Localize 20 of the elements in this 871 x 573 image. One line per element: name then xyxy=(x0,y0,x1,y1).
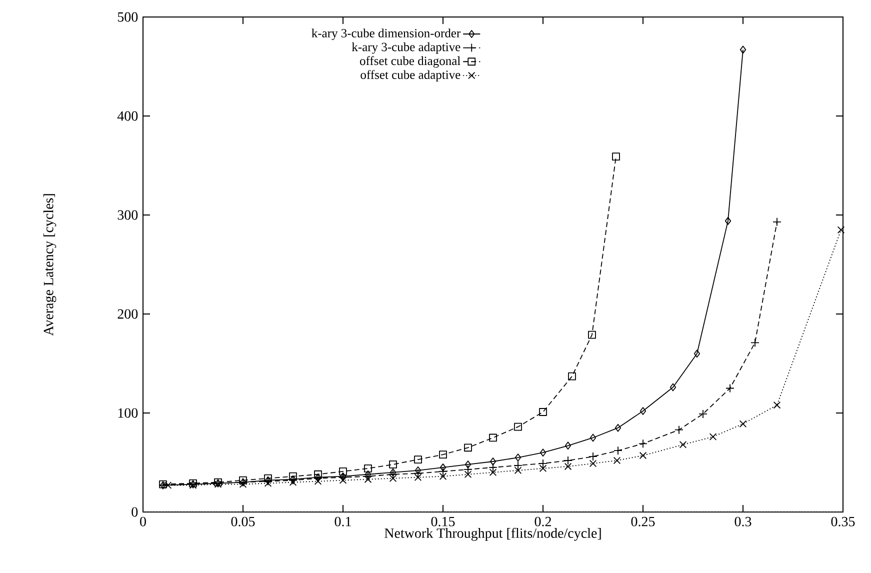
x-tick-label: 0.15 xyxy=(431,516,455,526)
y-tick-label: 100 xyxy=(118,408,138,418)
legend-label: k-ary 3-cube adaptive xyxy=(352,42,460,54)
legend-label: offset cube adaptive xyxy=(360,70,460,82)
y-tick-label: 0 xyxy=(132,507,138,517)
x-tick-label: 0 xyxy=(140,516,146,526)
x-tick-label: 0.3 xyxy=(734,516,752,526)
legend-label: k-ary 3-cube dimension-order xyxy=(312,28,461,40)
x-axis-title: Network Throughput [flits/node/cycle] xyxy=(384,528,601,541)
x-tick-label: 0.25 xyxy=(631,516,655,526)
y-tick-label: 200 xyxy=(118,309,138,319)
y-tick-label: 300 xyxy=(118,210,138,220)
x-tick-label: 0.1 xyxy=(334,516,351,526)
x-tick-label: 0.05 xyxy=(231,516,255,526)
y-tick-label: 500 xyxy=(118,12,138,22)
x-tick-label: 0.35 xyxy=(831,516,855,526)
y-axis-title: Average Latency [cycles] xyxy=(43,194,56,336)
y-tick-label: 400 xyxy=(117,111,138,121)
legend-label: offset cube diagonal xyxy=(360,56,460,68)
x-tick-label: 0.2 xyxy=(534,516,551,526)
